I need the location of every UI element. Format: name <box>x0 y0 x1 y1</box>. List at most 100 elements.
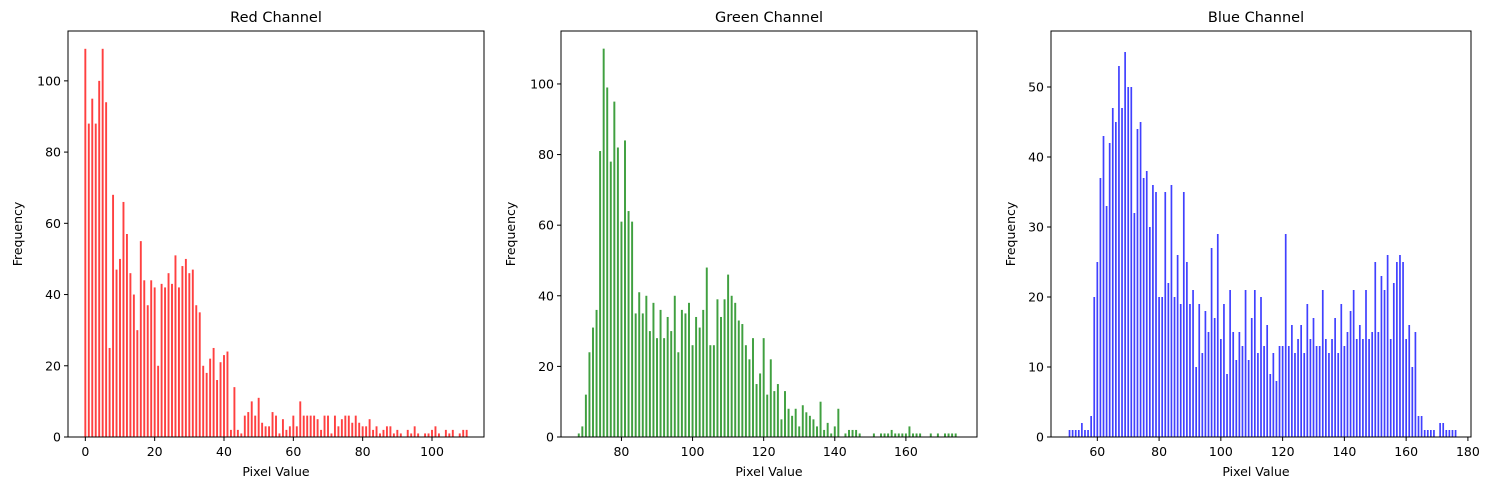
y-tick-label: 20 <box>538 359 554 374</box>
histogram-bar <box>947 433 950 437</box>
histogram-bar <box>613 101 616 438</box>
histogram-bar <box>1362 339 1364 437</box>
histogram-bar <box>695 316 698 437</box>
x-tick-label: 80 <box>355 444 371 459</box>
histogram-bar <box>837 408 840 437</box>
histogram-bar <box>1207 332 1210 437</box>
histogram-bar <box>606 87 609 438</box>
histogram-bar <box>755 384 758 437</box>
histogram-bar <box>680 309 683 437</box>
histogram-bar <box>641 313 644 437</box>
bars <box>1068 52 1457 437</box>
y-tick-label: 60 <box>45 216 61 231</box>
histogram-bar <box>1090 416 1092 437</box>
chart-title: Blue Channel <box>1208 10 1304 26</box>
histogram-bar <box>1253 290 1256 437</box>
histogram-bar <box>1331 339 1333 437</box>
histogram-bar <box>1371 332 1374 437</box>
y-ticks: 0 10 20 30 40 50 <box>1028 80 1051 445</box>
histogram-bar <box>798 426 801 437</box>
histogram-bar <box>577 433 580 437</box>
histogram-bar <box>108 347 111 437</box>
histogram-bar <box>368 419 371 437</box>
histogram-bar <box>202 365 205 437</box>
histogram-bar <box>1096 262 1099 437</box>
histogram-bar <box>448 433 451 437</box>
y-tick-label: 100 <box>530 76 554 91</box>
histogram-bar <box>1155 192 1157 437</box>
histogram-bar <box>87 123 90 437</box>
histogram-bar <box>254 415 257 437</box>
y-axis-label: Frequency <box>1003 201 1018 266</box>
histogram-bar <box>1337 353 1340 437</box>
histogram-bar <box>358 422 361 437</box>
histogram-bar <box>776 384 779 437</box>
histogram-bar <box>413 426 416 437</box>
histogram-bar <box>1389 339 1392 437</box>
x-ticks: 0 20 40 60 80 100 <box>81 437 444 459</box>
histogram-bar <box>684 313 687 437</box>
histogram-bar <box>1176 255 1179 437</box>
histogram-bar <box>434 426 437 437</box>
x-tick-label: 80 <box>1151 444 1167 459</box>
y-tick-label: 10 <box>1028 360 1044 375</box>
histogram-bar <box>1182 192 1185 437</box>
histogram-bar <box>1309 339 1312 437</box>
histogram-bar <box>1340 304 1343 437</box>
histogram-bar <box>122 201 125 437</box>
histogram-bar <box>417 433 420 437</box>
histogram-bar <box>691 345 694 437</box>
histogram-bar <box>1284 234 1287 437</box>
histogram-bar <box>184 258 187 437</box>
histogram-bar <box>1179 304 1182 437</box>
histogram-bar <box>592 327 594 437</box>
histogram-bar <box>1158 297 1160 437</box>
x-tick-label: 0 <box>81 444 89 459</box>
histogram-bar <box>205 372 208 437</box>
bars <box>84 48 468 438</box>
histogram-bar <box>125 234 128 437</box>
histogram-bar <box>1210 248 1213 437</box>
x-tick-label: 120 <box>1271 444 1295 459</box>
histogram-bar <box>1423 430 1426 437</box>
histogram-bar <box>1263 346 1265 437</box>
histogram-bar <box>424 433 427 437</box>
histogram-bar <box>1420 416 1423 437</box>
histogram-bar <box>855 429 858 437</box>
histogram-bar <box>177 287 180 437</box>
red-channel-panel: Red Channel 0 20 40 60 80 100 0 20 40 60 80 100 Pi… <box>10 10 485 479</box>
histogram-bar <box>1399 255 1401 437</box>
histogram-bar <box>944 433 946 437</box>
histogram-bar <box>880 433 882 437</box>
histogram-bar <box>1142 178 1145 437</box>
histogram-bar <box>389 426 392 437</box>
histogram-bar <box>1130 87 1133 437</box>
histogram-bar <box>275 415 277 437</box>
histogram-bar <box>1278 346 1281 437</box>
histogram-bar <box>887 433 890 437</box>
histogram-bar <box>247 412 250 437</box>
histogram-bar <box>278 433 281 437</box>
x-axis-label: Pixel Value <box>735 464 803 479</box>
histogram-bar <box>744 345 747 437</box>
histogram-bar <box>769 359 772 437</box>
histogram-bar <box>337 426 340 437</box>
histogram-bar <box>1152 185 1154 437</box>
histogram-bar <box>365 426 368 437</box>
x-tick-label: 120 <box>752 444 776 459</box>
histogram-bar <box>1352 290 1355 437</box>
histogram-bar <box>1081 423 1083 437</box>
x-tick-label: 80 <box>613 444 629 459</box>
histogram-bar <box>730 295 733 437</box>
histogram-bar <box>1102 136 1105 437</box>
histogram-bar <box>1386 255 1389 437</box>
histogram-bar <box>150 280 153 437</box>
x-tick-label: 20 <box>147 444 163 459</box>
histogram-bar <box>631 221 634 437</box>
histogram-bar <box>1396 262 1398 437</box>
axes-frame <box>560 30 978 438</box>
histogram-bar <box>929 433 932 437</box>
histogram-bar <box>1115 122 1117 437</box>
histogram-bar <box>659 309 662 437</box>
histogram-bar <box>588 352 591 437</box>
